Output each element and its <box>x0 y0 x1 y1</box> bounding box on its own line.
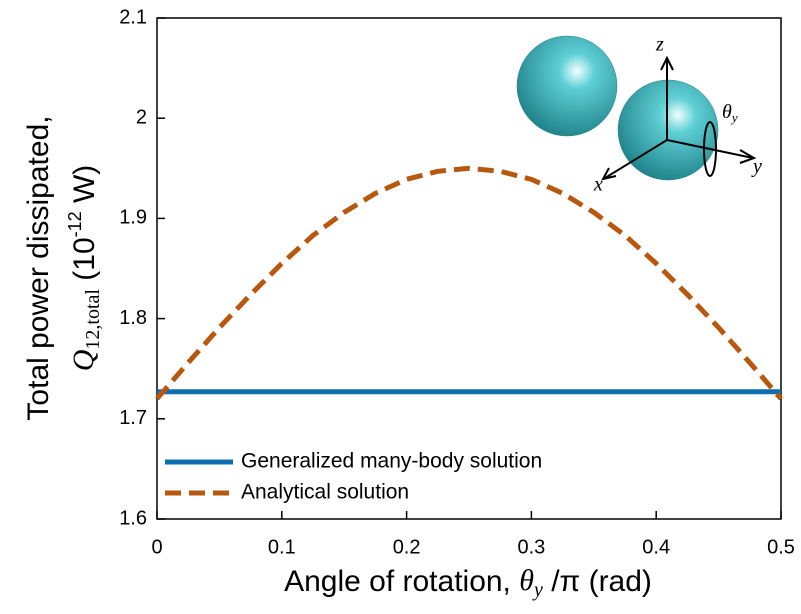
y-tick-label: 1.9 <box>119 207 147 229</box>
sphere <box>516 35 618 137</box>
legend-label: Generalized many-body solution <box>241 450 542 473</box>
y-tick-label: 2 <box>136 106 147 128</box>
y-tick-label: 2.1 <box>119 6 147 28</box>
x-tick-label: 0.2 <box>393 536 421 558</box>
x-tick-label: 0.4 <box>642 536 670 558</box>
y-tick-label: 1.6 <box>119 507 147 529</box>
y-axis-title: Q12,total (10-12 W) <box>65 165 104 372</box>
x-axis-title: Angle of rotation, θy /π (rad) <box>284 564 652 601</box>
inset-label: z <box>655 34 664 56</box>
x-tick-label: 0 <box>151 536 162 558</box>
y-tick-label: 1.7 <box>119 407 147 429</box>
x-tick-label: 0.3 <box>517 536 545 558</box>
y-axis-title: Total power dissipated, <box>22 115 55 420</box>
inset-label: θy <box>722 101 738 125</box>
x-tick-label: 0.1 <box>268 536 296 558</box>
axes-sketch <box>601 55 757 181</box>
series-line <box>155 165 783 401</box>
legend-label: Analytical solution <box>241 481 409 504</box>
inset: z x y θy <box>516 34 762 196</box>
x-tick-label: 0.5 <box>767 536 795 558</box>
inset-label: x <box>593 174 603 196</box>
y-tick-label: 1.8 <box>119 307 147 329</box>
plot-frame <box>156 17 782 520</box>
inset-label: y <box>751 156 762 178</box>
